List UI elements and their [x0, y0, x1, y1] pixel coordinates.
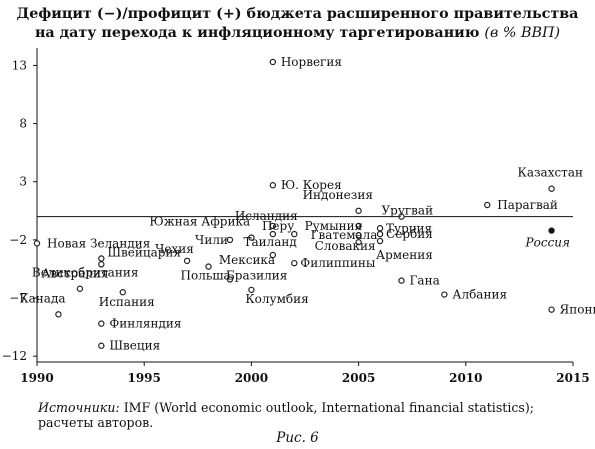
x-tick-label: 2015 [556, 371, 589, 385]
point-28-label: Уругвай [381, 204, 433, 218]
source-text: IMF (World economic outlook, Internation… [38, 400, 535, 430]
point-26-label: Сербия [386, 227, 433, 241]
point-1-marker [55, 311, 62, 318]
point-26-marker [376, 230, 384, 238]
point-12-label: Колумбия [245, 292, 308, 306]
point-11-marker [226, 276, 234, 283]
point-8-marker [205, 263, 212, 270]
point-16-label: Исландия [235, 209, 298, 223]
chart-title-unit: (в % ВВП) [484, 24, 561, 41]
y-tick-label: −2 [9, 233, 27, 247]
point-14-marker [269, 230, 277, 238]
point-33-marker [548, 227, 555, 234]
point-31-marker [484, 201, 491, 209]
point-25-marker [376, 225, 384, 232]
point-34-label: Япония [560, 303, 595, 317]
point-32-marker [548, 185, 555, 192]
point-10-label: Чили [195, 233, 228, 247]
point-31-label: Парагвай [497, 198, 558, 212]
point-33-label: Россия [525, 236, 570, 250]
y-tick-label: 8 [19, 117, 27, 131]
point-27-label: Армения [376, 248, 433, 262]
point-2-marker [76, 285, 84, 292]
x-tick-label: 2010 [449, 371, 482, 385]
point-9-marker [183, 257, 191, 265]
point-5-marker [98, 320, 105, 327]
point-15-label: Мексика [219, 253, 275, 267]
point-12-marker [248, 286, 255, 294]
source-label: Источники: [38, 400, 120, 415]
point-21-label: Индонезия [303, 188, 373, 202]
point-1-label: Канада [19, 291, 65, 305]
point-28-marker [398, 213, 405, 220]
point-29-marker [398, 277, 405, 284]
point-17-label: Норвегия [281, 55, 342, 69]
chart-point-labels: Новая Зеландия Канада ВеликобританияАвстра… [19, 55, 595, 353]
point-17-marker [269, 58, 277, 66]
point-25-label: Турция [386, 221, 432, 235]
point-2-label: Великобритания [32, 266, 139, 280]
point-7-label: Испания [99, 295, 155, 309]
x-tick-label: 2000 [235, 371, 268, 385]
point-18-marker [269, 182, 277, 189]
point-9-label: Чехия [155, 242, 194, 256]
point-13-label: Южная Африка [149, 215, 250, 229]
point-20-marker [291, 259, 298, 267]
point-4-marker [98, 255, 105, 262]
point-3-label: Австралия [41, 266, 108, 280]
point-21-marker [355, 207, 362, 215]
chart-title-line-2: на дату перехода к инфляционному таргети… [0, 24, 595, 43]
point-19-marker [291, 230, 298, 238]
point-15-marker [269, 251, 277, 259]
point-6-label: Швеция [109, 339, 160, 353]
point-5-label: Финляндия [109, 317, 181, 331]
point-27-marker [376, 237, 384, 245]
point-32-label: Казахстан [518, 166, 583, 180]
point-20-label: Филиппины [300, 256, 376, 270]
y-tick-label: 3 [19, 175, 27, 189]
chart-title-line-1: Дефицит (−)/профицит (+) бюджета расшире… [16, 6, 579, 22]
point-14-label: Таиланд [244, 235, 297, 249]
chart-points [33, 58, 555, 349]
figure-caption: Рис. 6 [276, 430, 319, 446]
point-19-label: Перу [262, 219, 294, 233]
point-24-marker [355, 239, 362, 246]
point-29-label: Гана [409, 274, 439, 288]
y-tick-label: −7 [9, 291, 27, 305]
point-6-marker [98, 342, 105, 349]
source-note: Источники: IMF (World economic outlook, … [38, 400, 590, 430]
point-4-label: Швейцария [107, 245, 181, 259]
point-16-marker [269, 222, 277, 230]
y-tick-label: −12 [2, 349, 27, 363]
point-24-label: Словакия [315, 239, 376, 253]
y-tick-label: 13 [12, 58, 27, 72]
point-18-label: Ю. Корея [281, 178, 342, 192]
chart-axes: 13 8 3 −2 −7 −12 1990 1995 2000 2005 2010 2015 [2, 48, 590, 385]
point-7-marker [119, 289, 126, 296]
point-23-marker [355, 232, 362, 239]
chart-title-line-2-text: на дату перехода к инфляционному таргети… [34, 24, 480, 41]
point-30-marker [441, 291, 448, 298]
point-3-marker [98, 261, 105, 268]
point-8-label: Польша [181, 269, 231, 283]
x-tick-label: 1990 [20, 371, 53, 385]
point-10-marker [226, 236, 234, 244]
x-tick-label: 2005 [342, 371, 375, 385]
point-22-label: Румыния [305, 219, 363, 233]
point-22-marker [355, 222, 362, 230]
chart-title: Дефицит (−)/профицит (+) бюджета расшире… [0, 5, 595, 42]
point-34-marker [548, 306, 555, 313]
x-tick-label: 1995 [127, 371, 160, 385]
point-11-label: Бразилия [226, 268, 287, 282]
point-0-label: Новая Зеландия [47, 236, 150, 250]
point-0-marker [33, 240, 41, 247]
point-13-marker [248, 234, 255, 241]
point-30-label: Албания [452, 288, 507, 302]
point-23-label: Гватемала [311, 228, 378, 242]
